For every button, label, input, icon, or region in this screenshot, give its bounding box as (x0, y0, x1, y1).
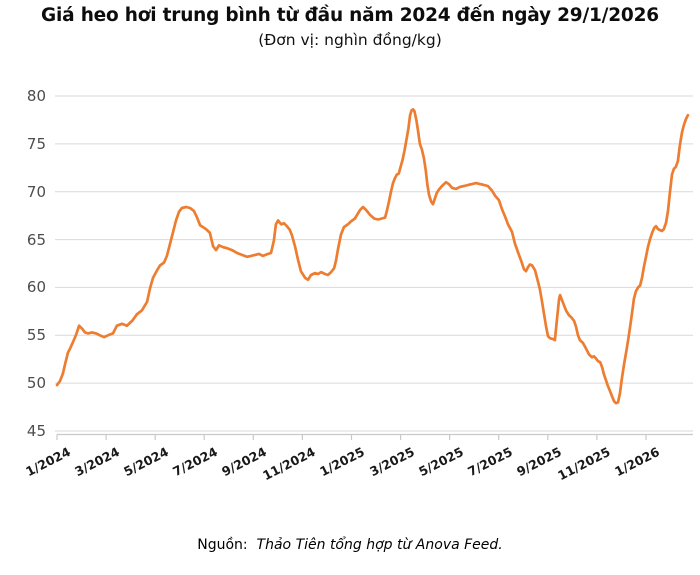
y-tick-label: 60 (26, 278, 46, 296)
source-label: Nguồn: (197, 537, 248, 553)
source-note: Nguồn: Thảo Tiên tổng hợp từ Anova Feed. (0, 537, 700, 553)
y-tick-label: 55 (26, 326, 46, 344)
y-tick-label: 70 (26, 183, 46, 201)
y-tick-label: 75 (26, 135, 46, 153)
y-tick-label: 65 (26, 231, 46, 249)
y-tick-label: 80 (26, 87, 46, 105)
source-text: Thảo Tiên tổng hợp từ Anova Feed. (256, 537, 503, 553)
x-axis (56, 433, 693, 440)
gridlines (55, 95, 693, 432)
price-line (55, 108, 690, 405)
y-tick-label: 50 (26, 374, 46, 392)
y-tick-label: 45 (26, 422, 46, 440)
chart-subtitle: (Đơn vị: nghìn đồng/kg) (258, 31, 442, 49)
chart-title: Giá heo hơi trung bình từ đầu năm 2024 đ… (41, 5, 659, 26)
